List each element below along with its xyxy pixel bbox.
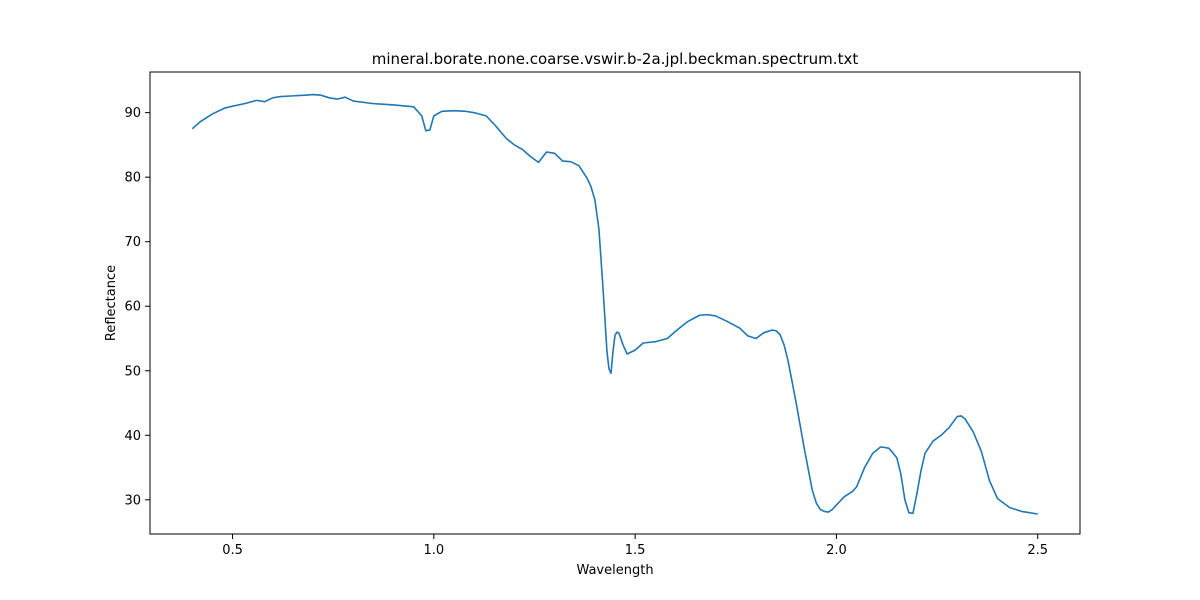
x-axis-label: Wavelength xyxy=(576,563,653,578)
x-tick-label: 1.5 xyxy=(625,543,646,558)
y-tick-label: 30 xyxy=(124,493,141,508)
y-tick-label: 80 xyxy=(124,171,141,186)
series-line xyxy=(191,93,1038,515)
x-axis-ticks: 0.5 1.0 1.5 2.0 2.5 xyxy=(222,534,1048,558)
series-layer xyxy=(191,93,1038,515)
x-tick-label: 2.5 xyxy=(1027,543,1048,558)
plot-area xyxy=(149,71,1081,535)
y-tick-label: 40 xyxy=(124,429,141,444)
y-tick-label: 60 xyxy=(124,300,141,315)
y-axis-ticks: 30 40 50 60 70 80 90 xyxy=(124,106,150,508)
y-tick-label: 70 xyxy=(124,235,141,250)
y-tick-label: 50 xyxy=(124,364,141,379)
y-tick-label: 90 xyxy=(124,106,141,121)
x-tick-label: 1.0 xyxy=(423,543,444,558)
y-axis-label: Reflectance xyxy=(104,265,119,341)
x-tick-label: 0.5 xyxy=(222,543,243,558)
chart-title: mineral.borate.none.coarse.vswir.b-2a.jp… xyxy=(372,50,859,68)
x-tick-label: 2.0 xyxy=(826,543,847,558)
